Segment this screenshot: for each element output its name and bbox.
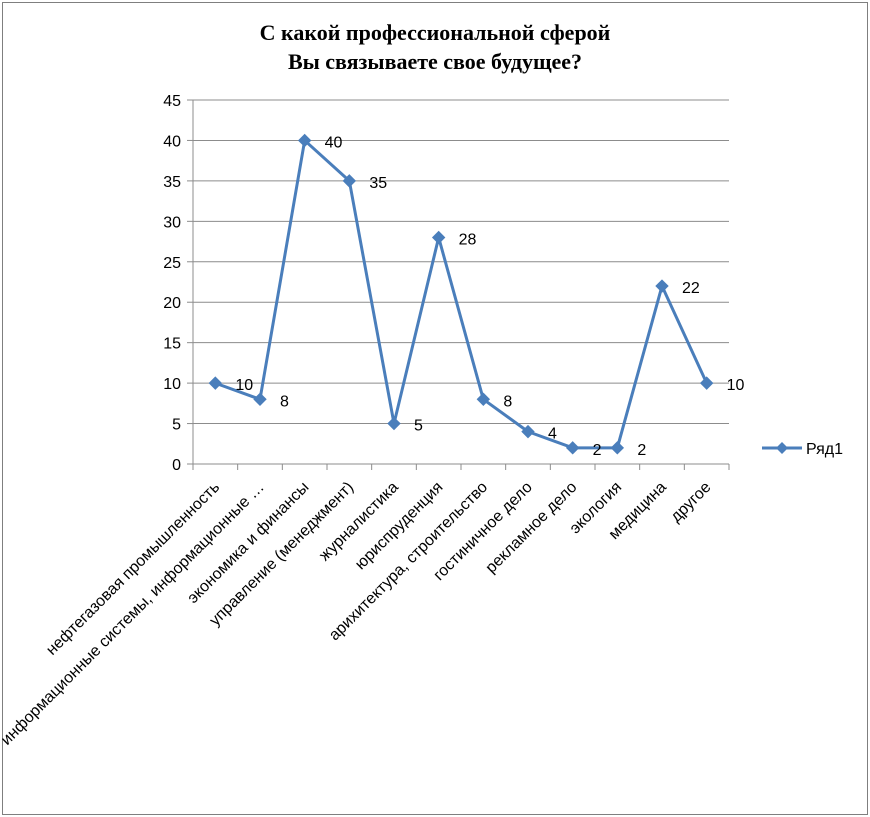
y-axis-ticks: 0 5 10 15 20 25 30 35 40 45 <box>163 93 193 474</box>
data-point <box>208 376 223 390</box>
y-tick-label: 20 <box>163 295 181 312</box>
y-tick-label: 10 <box>163 376 181 393</box>
series-line <box>214 138 709 450</box>
data-point <box>297 133 312 148</box>
data-point <box>699 376 714 390</box>
y-tick-label: 35 <box>163 174 181 191</box>
data-point <box>655 279 669 293</box>
data-point <box>565 441 580 455</box>
x-category-label: нефтегазовая промышленность <box>43 479 223 659</box>
y-tick-label: 0 <box>172 457 181 474</box>
data-point <box>431 230 446 245</box>
x-axis-ticks: нефтегазовая промышленностьинформационны… <box>0 464 730 749</box>
y-tick-label: 25 <box>163 255 181 272</box>
data-label: 40 <box>325 134 343 151</box>
chart-title: С какой профессиональной сферой Вы связы… <box>0 18 870 76</box>
data-label: 2 <box>593 442 602 459</box>
chart-title-line1: С какой профессиональной сферой <box>259 20 611 45</box>
gridlines <box>193 99 729 425</box>
y-tick-label: 5 <box>172 417 181 434</box>
legend-label: Ряд1 <box>806 441 843 458</box>
data-point <box>253 392 267 406</box>
legend-marker <box>776 442 788 454</box>
data-point <box>610 441 625 455</box>
data-label: 28 <box>459 232 477 249</box>
chart-title-line2: Вы связываете свое будущее? <box>287 49 583 74</box>
data-label: 22 <box>682 280 700 297</box>
data-label: 10 <box>235 377 253 394</box>
data-point <box>342 174 357 188</box>
y-tick-label: 40 <box>163 133 181 150</box>
data-label: 10 <box>727 377 745 394</box>
y-tick-label: 30 <box>163 214 181 231</box>
data-label: 5 <box>414 418 423 435</box>
data-label: 8 <box>280 393 289 410</box>
x-category-label: журналистика <box>316 479 402 565</box>
data-point <box>476 392 491 406</box>
data-label: 35 <box>369 175 387 192</box>
data-label: 4 <box>548 426 557 443</box>
series-group <box>208 133 714 455</box>
data-label: 8 <box>503 393 512 410</box>
axes <box>192 100 729 465</box>
x-category-label: другое <box>668 479 715 526</box>
legend: Ряд1 <box>762 441 843 458</box>
y-tick-label: 15 <box>163 336 181 353</box>
data-point <box>521 424 535 439</box>
data-label: 2 <box>637 442 646 459</box>
y-tick-label: 45 <box>163 93 181 110</box>
data-point <box>387 416 401 431</box>
